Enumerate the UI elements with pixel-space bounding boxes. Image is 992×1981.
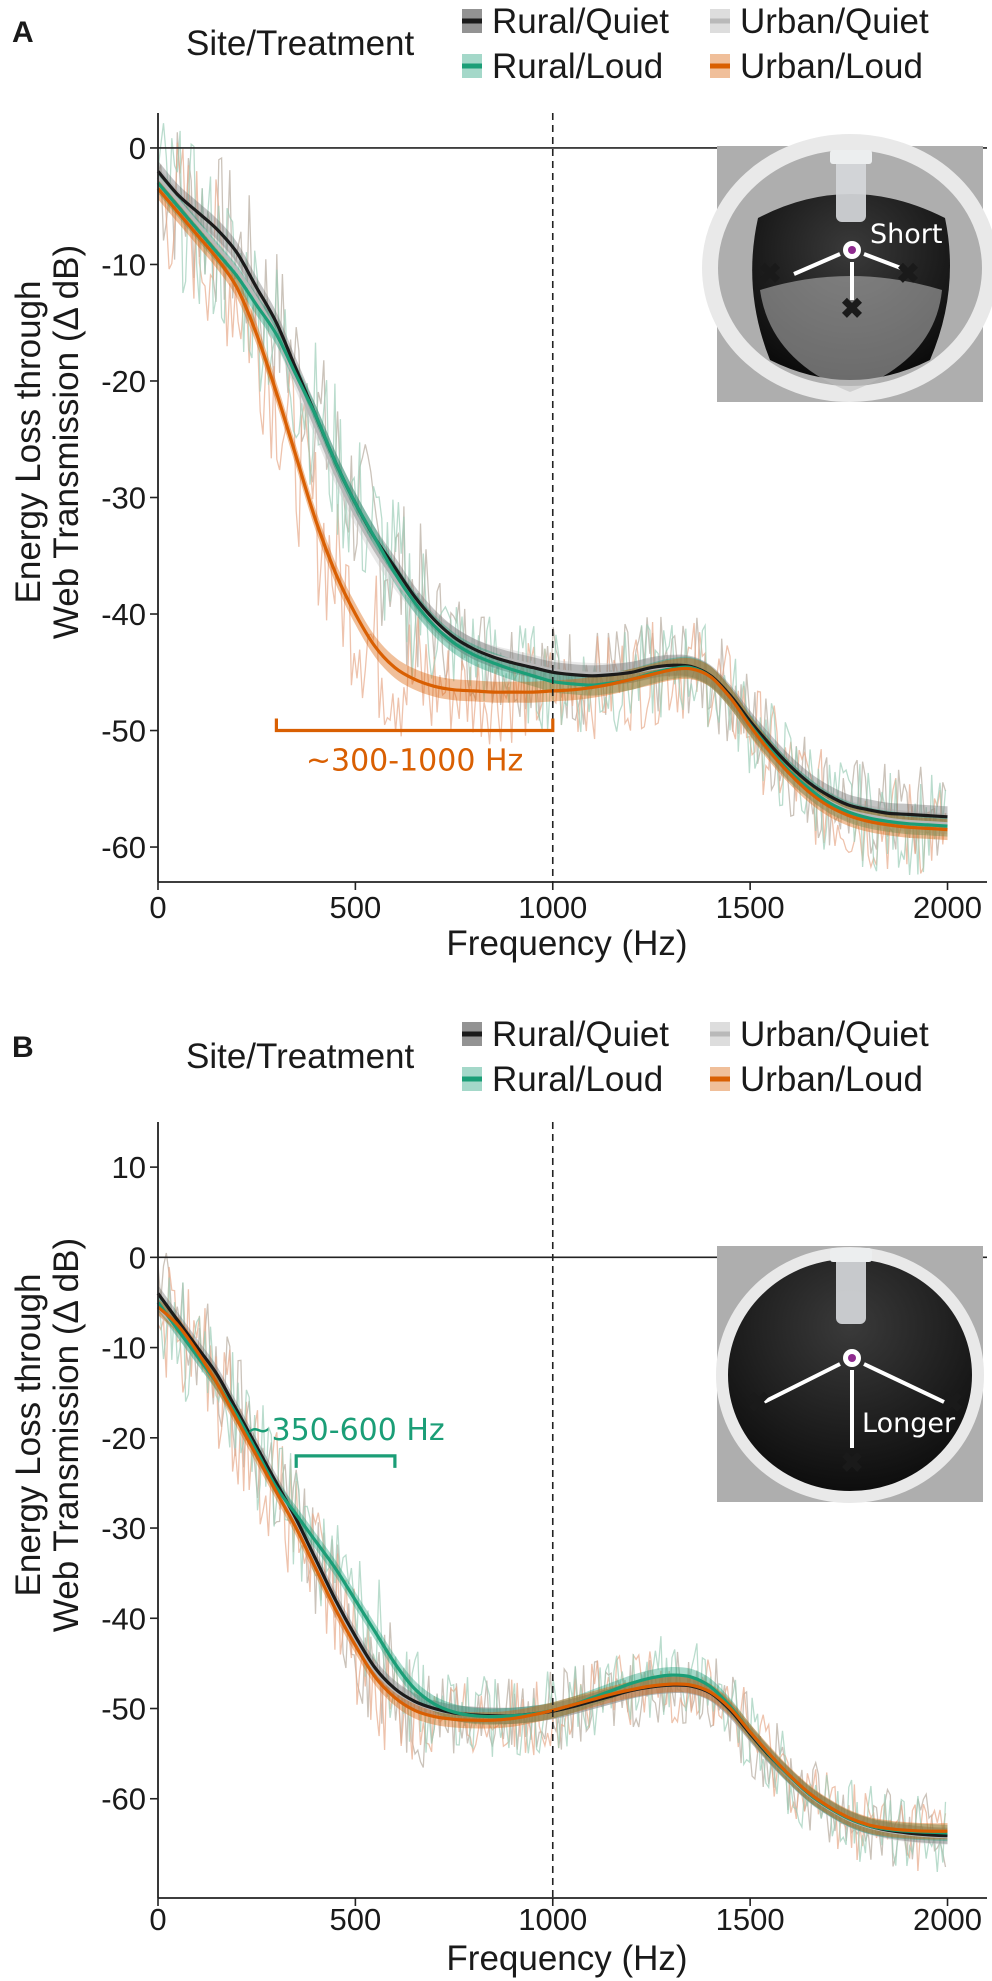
legend-label-rural-quiet: Rural/Quiet [492,1015,669,1054]
raw-trace-3 [157,123,947,876]
y-tick-label-10: 10 [112,1150,146,1185]
svg-text:✖: ✖ [896,258,919,289]
y-tick-label-0: 0 [129,1240,146,1275]
svg-text:✖: ✖ [940,1387,963,1418]
x-tick-label-2000: 2000 [913,890,982,925]
y-tick-label--40: -40 [101,597,146,632]
y-tick-label--50: -50 [101,714,146,749]
y-tick-label--30: -30 [101,481,146,516]
legend-key-urban-loud [710,54,730,78]
svg-text:✖: ✖ [840,293,863,324]
bracket-annotation [294,1454,397,1468]
legend-title: Site/Treatment [186,1037,415,1076]
legend-key-rural-loud [462,1067,482,1091]
y-tick-label-0: 0 [129,131,146,166]
legend-key-urban-quiet [710,1022,730,1046]
plot-area-a: 0-10-20-30-40-50-600 500 1000 1500 2000~300-… [101,113,987,925]
legend-title: Site/Treatment [186,24,415,63]
svg-text:✖: ✖ [758,258,781,289]
legend-label-urban-loud: Urban/Loud [740,47,923,86]
panel-letter-b: B [12,1031,34,1064]
legend-key-rural-loud [462,54,482,78]
x-tick-label-1500: 1500 [716,1902,785,1937]
y-axis-title-line2: Web Transmission (Δ dB) [47,245,86,639]
x-tick-label-500: 500 [330,890,382,925]
x-tick-label-0: 0 [149,890,166,925]
y-tick-label--40: -40 [101,1601,146,1636]
legend-label-urban-quiet: Urban/Quiet [740,2,929,41]
legend-key-urban-loud [710,1067,730,1091]
legend-label-rural-loud: Rural/Loud [492,47,663,86]
x-tick-label-0: 0 [149,1902,166,1937]
legend-key-rural-quiet [462,1022,482,1046]
y-tick-label--20: -20 [101,364,146,399]
inset-label-longer: Longer [862,1408,956,1439]
y-axis-title-b: Energy Loss through Web Transmission (Δ … [9,1238,86,1632]
y-tick-label--10: -10 [101,247,146,282]
y-tick-label--20: -20 [101,1421,146,1456]
x-tick-label-2000: 2000 [913,1902,982,1937]
x-tick-label-1000: 1000 [518,1902,587,1937]
legend-b: Site/Treatment Rural/Quiet Urban/Quiet R… [186,1015,929,1099]
y-tick-label--30: -30 [101,1511,146,1546]
x-tick-label-500: 500 [330,1902,382,1937]
raw-trace-3 [157,1277,947,1872]
bracket-label: ~350-600 Hz [246,1413,444,1448]
panel-letter-a: A [12,16,34,49]
x-axis-title-a: Frequency (Hz) [446,924,687,963]
y-axis-title-a: Energy Loss through Web Transmission (Δ … [9,245,86,639]
legend-label-rural-loud: Rural/Loud [492,1060,663,1099]
inset-photo-longer: ✖ ✖ ✖ Longer [716,1246,984,1503]
legend-label-rural-quiet: Rural/Quiet [492,2,669,41]
y-tick-label--60: -60 [101,830,146,865]
y-axis-title-line1: Energy Loss through [9,281,48,604]
bracket-label: ~300-1000 Hz [306,744,523,779]
panel-a: A Site/Treatment Rural/Quiet Urban/Quiet… [9,2,992,963]
x-tick-label-1000: 1000 [518,890,587,925]
legend-key-rural-quiet [462,9,482,33]
plot-area-b: 10 0 -10 -20 -30 -40 -50 -60 0 500 1000 1500 2000 ~35… [101,1122,987,1937]
bracket-annotation [274,718,555,733]
y-tick-label--10: -10 [101,1331,146,1366]
x-axis-title-b: Frequency (Hz) [446,1939,687,1978]
panel-b: B Site/Treatment Rural/Quiet Urban/Quiet… [9,1015,987,1978]
y-axis-title-line2: Web Transmission (Δ dB) [47,1238,86,1632]
x-tick-label-1500: 1500 [716,890,785,925]
legend-key-urban-quiet [710,9,730,33]
legend-label-urban-quiet: Urban/Quiet [740,1015,929,1054]
legend-label-urban-loud: Urban/Loud [740,1060,923,1099]
y-tick-label--60: -60 [101,1782,146,1817]
series-line-rural-quiet [156,170,948,819]
inset-label-short: Short [870,219,942,250]
legend-a: Site/Treatment Rural/Quiet Urban/Quiet R… [186,2,929,86]
inset-photo-short: ✖ ✖ ✖ Short [702,134,992,402]
svg-text:✖: ✖ [840,1447,863,1478]
svg-text:✖: ✖ [747,1387,770,1418]
y-tick-label--50: -50 [101,1692,146,1727]
y-axis-title-line1: Energy Loss through [9,1274,48,1597]
